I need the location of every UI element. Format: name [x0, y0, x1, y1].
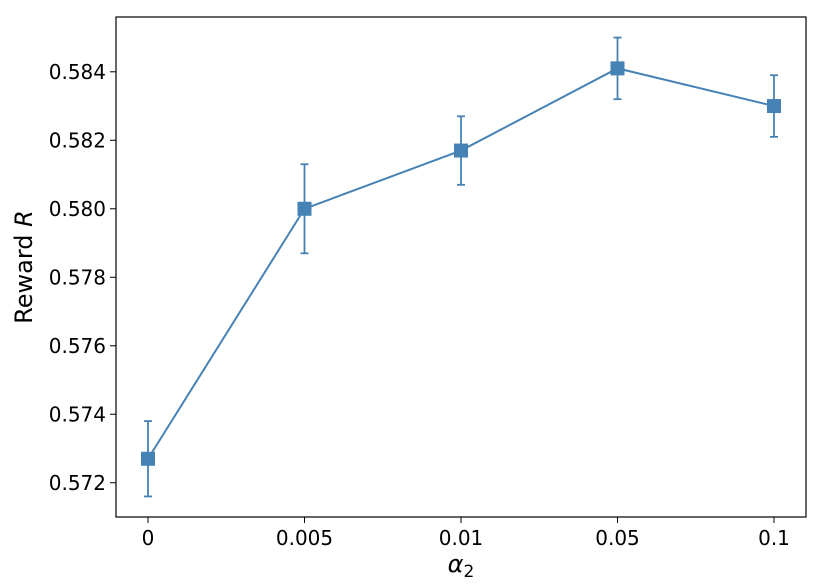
x-tick-label: 0.05 [595, 526, 640, 550]
y-tick-label: 0.572 [49, 471, 106, 495]
y-tick-label: 0.584 [49, 60, 106, 84]
plot-area [115, 16, 807, 518]
data-point-marker [454, 143, 468, 158]
data-point-marker [767, 99, 781, 114]
x-tick-label: 0.005 [276, 526, 333, 550]
y-axis-title-text: Reward [10, 227, 38, 324]
y-tick-label: 0.574 [49, 402, 106, 426]
y-axis-title: Reward R [10, 210, 38, 324]
data-point-marker [610, 61, 625, 76]
y-tick-label: 0.578 [49, 265, 106, 289]
x-axis-symbol: α [448, 550, 464, 578]
y-axis-title-variable: R [10, 210, 38, 227]
x-axis-subscript: 2 [464, 562, 475, 581]
x-tick-label: 0.1 [758, 526, 790, 550]
x-tick-label: 0.01 [439, 526, 484, 550]
x-tick-label: 0 [142, 526, 155, 550]
y-tick-label: 0.582 [49, 128, 106, 152]
series-layer [141, 36, 781, 498]
y-tick-label: 0.580 [49, 197, 106, 221]
y-axis: 0.572 0.574 0.576 0.578 0.580 0.582 0.584 [49, 60, 116, 495]
y-tick-label: 0.576 [49, 334, 106, 358]
data-point-marker [141, 451, 155, 466]
data-point-marker [297, 201, 312, 216]
x-axis: 0 0.005 0.01 0.05 0.1 [142, 517, 790, 550]
x-axis-title: α2 [448, 550, 475, 581]
